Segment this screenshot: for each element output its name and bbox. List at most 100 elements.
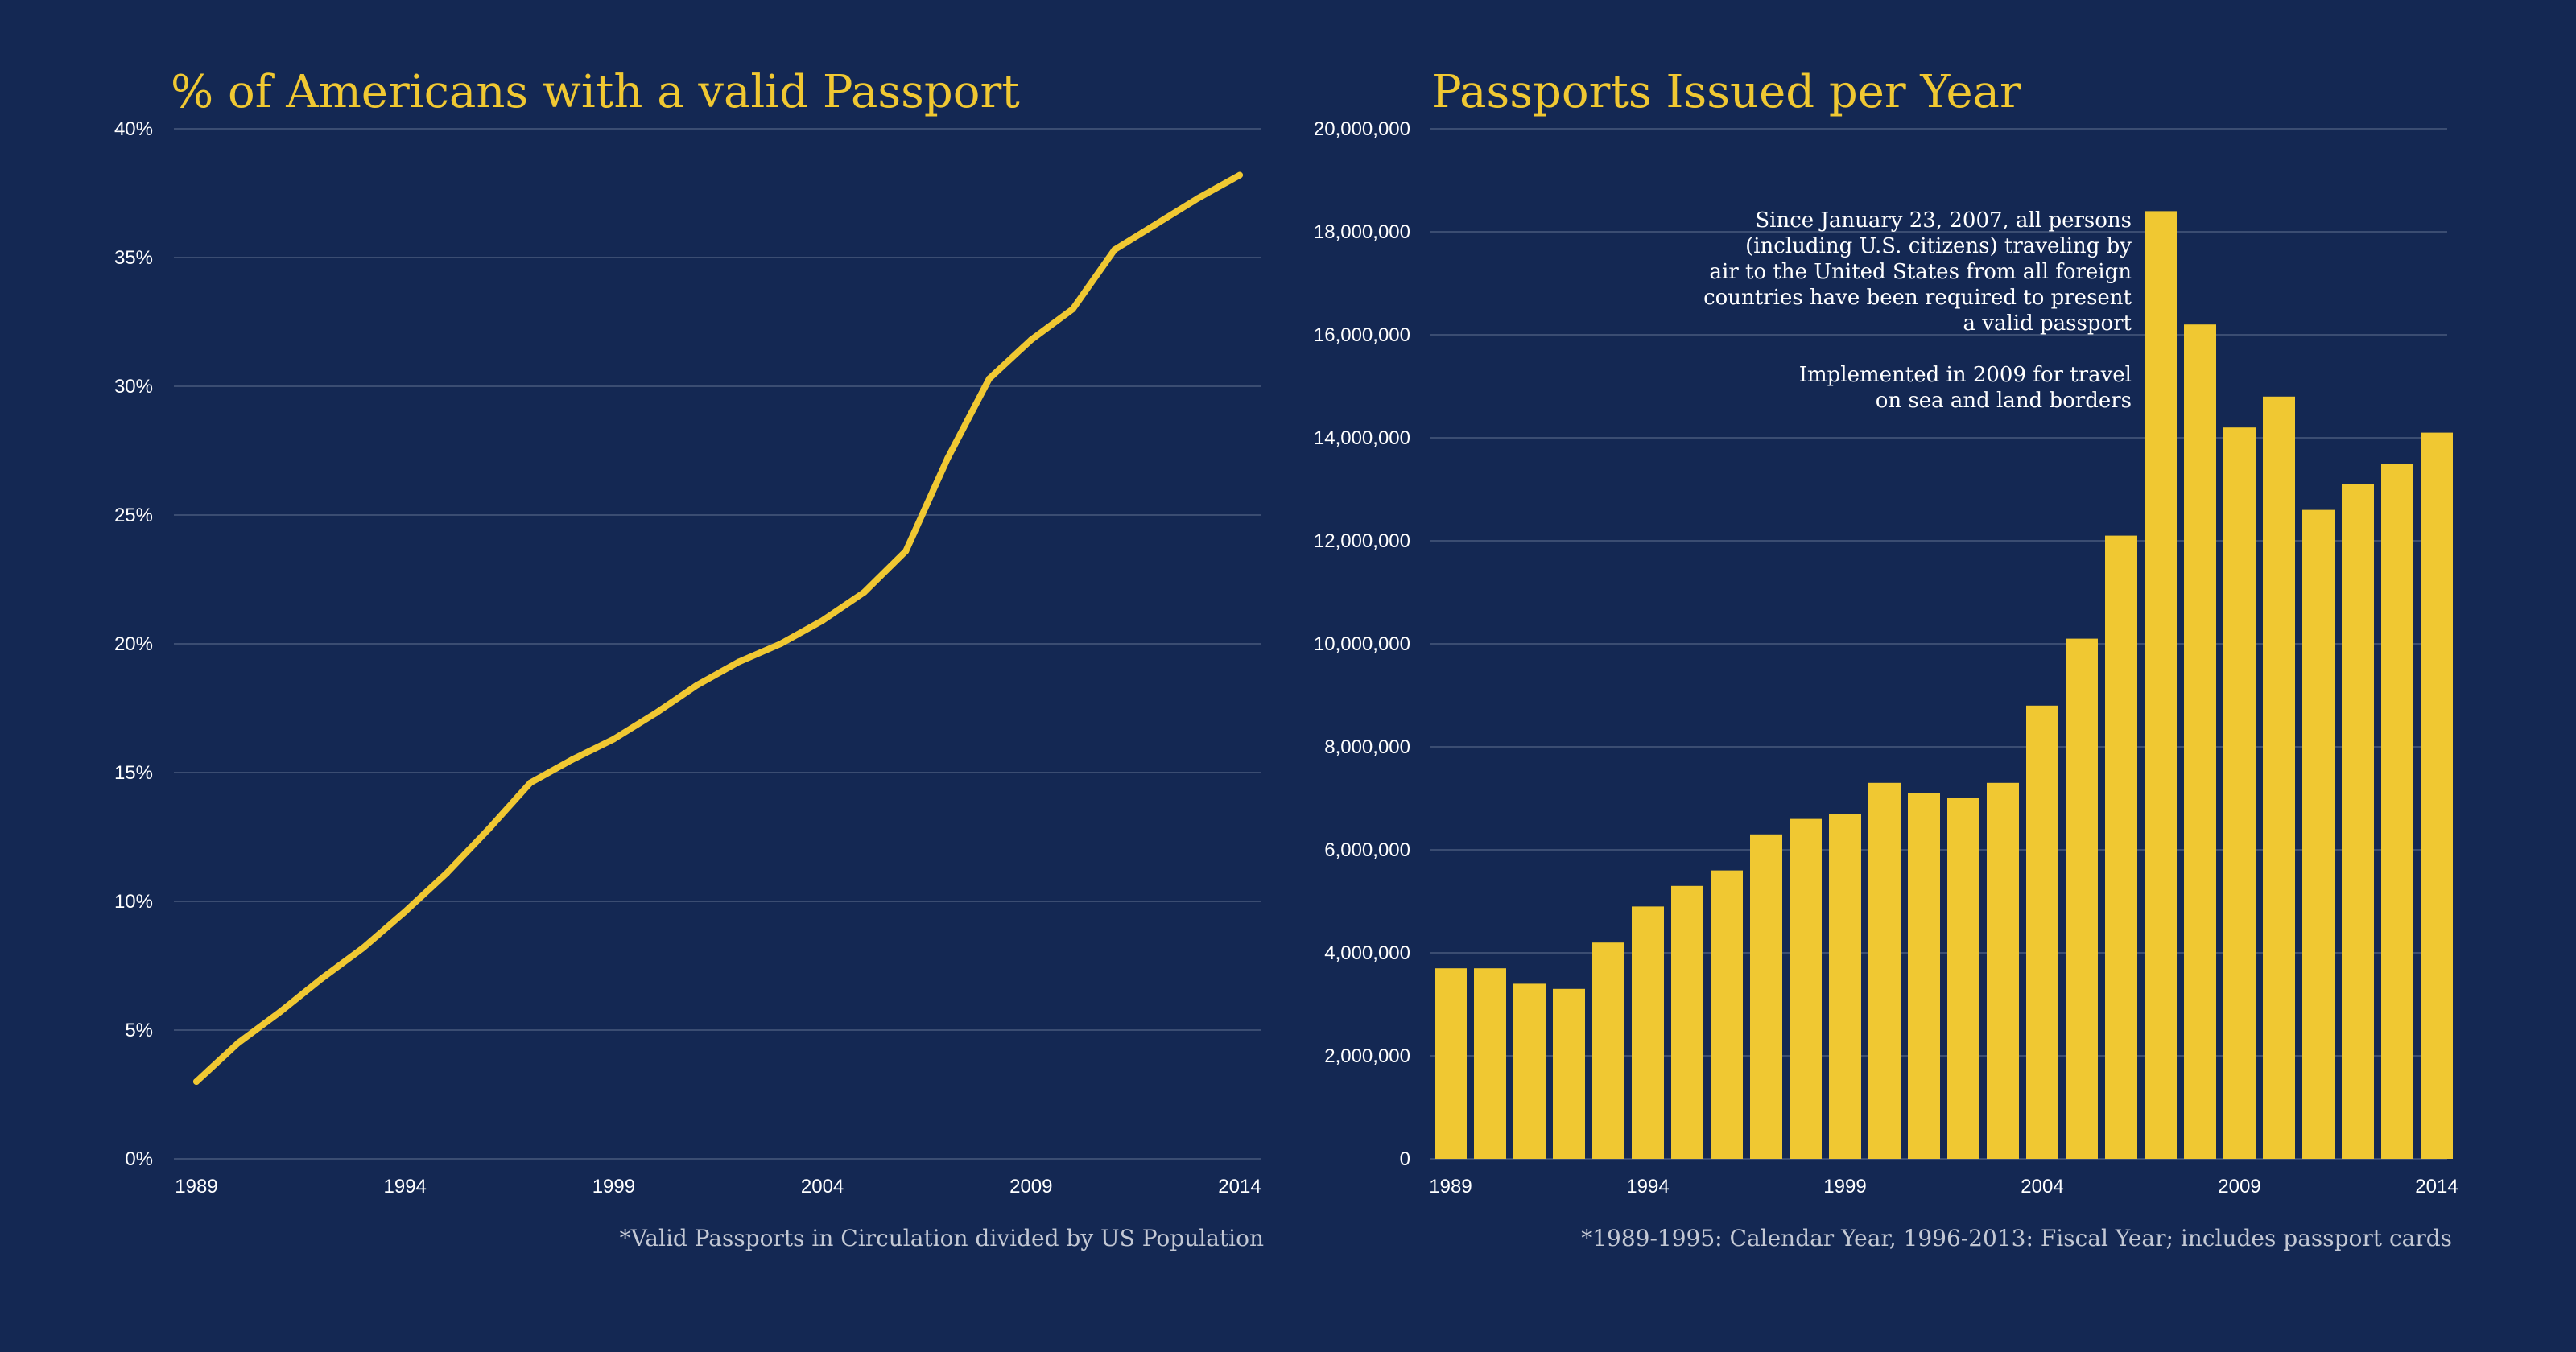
line-data-point: [276, 1008, 283, 1016]
bar-2010: [2263, 396, 2295, 1159]
line-y-tick-label: 30%: [114, 376, 153, 398]
line-data-point: [944, 455, 952, 462]
bar-1993: [1592, 942, 1624, 1159]
bar-1991: [1513, 983, 1546, 1159]
bar-2001: [1908, 793, 1940, 1159]
line-y-tick-label: 25%: [114, 505, 153, 526]
annotation-line: a valid passport: [1963, 311, 2132, 336]
line-y-tick-label: 35%: [114, 247, 153, 269]
bar-2004: [2026, 705, 2058, 1159]
line-data-point: [777, 641, 784, 647]
line-x-tick-label: 2004: [801, 1176, 844, 1197]
bar-2011: [2302, 509, 2334, 1159]
bar-chart-x-ticks: 1989 1994 1999 2004 2009 2014: [1429, 1176, 2458, 1197]
bar-chart-title: Passports Issued per Year: [1431, 66, 2021, 118]
bar-2000: [1868, 782, 1901, 1159]
annotation-2-line: Implemented in 2009 for travel: [1799, 363, 2132, 387]
line-x-tick-label: 1994: [384, 1176, 427, 1197]
bar-x-tick-label: 2014: [2415, 1176, 2458, 1197]
bar-chart-y-ticks: 0 2,000,000 4,000,000 6,000,000 8,000,000 10,…: [1314, 118, 1410, 1170]
bar-y-tick-label: 8,000,000: [1324, 736, 1410, 758]
line-data-point: [485, 826, 492, 833]
bar-1997: [1750, 834, 1782, 1159]
line-data-point: [1195, 195, 1202, 202]
line-x-tick-label: 1989: [175, 1176, 217, 1197]
bar-1992: [1553, 988, 1585, 1159]
bar-2009: [2223, 427, 2256, 1159]
bar-2013: [2381, 464, 2413, 1159]
line-series-path: [193, 171, 1243, 1085]
line-chart-x-ticks: 1989 1994 1999 2004 2009 2014: [175, 1176, 1261, 1197]
annotation-line: Since January 23, 2007, all persons: [1755, 208, 2132, 233]
line-chart: % of Americans with a valid Passport 0% 5…: [114, 66, 1264, 1251]
bar-y-tick-label: 12,000,000: [1314, 530, 1410, 552]
bar-1994: [1632, 906, 1664, 1159]
line-data-point: [694, 682, 701, 689]
line-y-tick-label: 20%: [114, 633, 153, 655]
bar-chart-annotation: Since January 23, 2007, all persons(incl…: [1703, 208, 2132, 336]
line-y-tick-label: 5%: [125, 1020, 153, 1041]
line-data-point: [360, 944, 367, 951]
line-chart-grid: [174, 128, 1261, 1160]
bar-x-tick-label: 1994: [1626, 1176, 1669, 1197]
line-y-tick-label: 0%: [125, 1148, 153, 1170]
line-chart-footnote: *Valid Passports in Circulation divided …: [620, 1225, 1264, 1251]
bar-2005: [2066, 638, 2098, 1159]
line-data-point: [1236, 171, 1243, 179]
line-chart-title: % of Americans with a valid Passport: [171, 66, 1020, 118]
line-data-point: [1027, 336, 1034, 344]
bar-2014: [2421, 432, 2453, 1159]
bar-1998: [1790, 818, 1822, 1159]
bar-y-tick-label: 16,000,000: [1314, 324, 1410, 346]
bar-y-tick-label: 14,000,000: [1314, 427, 1410, 449]
line-data-point: [1111, 246, 1118, 254]
bar-y-tick-label: 2,000,000: [1324, 1045, 1410, 1067]
line-y-tick-label: 15%: [114, 762, 153, 784]
annotation-line: countries have been required to present: [1703, 286, 2132, 310]
bar-2006: [2105, 535, 2137, 1159]
line-x-tick-label: 1999: [592, 1176, 635, 1197]
bar-2008: [2184, 324, 2216, 1160]
bar-2003: [1987, 782, 2019, 1159]
line-data-point: [985, 375, 993, 382]
bar-y-tick-label: 10,000,000: [1314, 633, 1410, 655]
annotation-line: air to the United States from all foreig…: [1710, 260, 2132, 284]
bar-1990: [1474, 968, 1506, 1159]
line-data-point: [735, 658, 742, 666]
bar-1989: [1435, 968, 1467, 1159]
bar-y-tick-label: 0: [1400, 1148, 1410, 1170]
line-data-point: [861, 589, 868, 596]
bar-x-tick-label: 1989: [1429, 1176, 1472, 1197]
bar-y-tick-label: 18,000,000: [1314, 221, 1410, 243]
line-data-point: [902, 547, 910, 554]
line-data-point: [568, 756, 576, 763]
bar-y-tick-label: 20,000,000: [1314, 118, 1410, 140]
bar-y-tick-label: 4,000,000: [1324, 942, 1410, 964]
bar-y-tick-label: 6,000,000: [1324, 839, 1410, 861]
annotation-2-line: on sea and land borders: [1876, 389, 2132, 413]
bar-1996: [1711, 870, 1743, 1159]
line-data-point: [234, 1040, 242, 1046]
bar-1995: [1671, 885, 1703, 1159]
bar-x-tick-label: 2009: [2218, 1176, 2260, 1197]
line-y-tick-label: 40%: [114, 118, 153, 140]
line-data-point: [1153, 221, 1160, 228]
line-data-point: [819, 617, 826, 624]
line-data-point: [610, 736, 617, 743]
line-x-tick-label: 2009: [1009, 1176, 1052, 1197]
bar-2007: [2145, 211, 2177, 1159]
line-data-point: [652, 710, 659, 717]
bar-1999: [1829, 814, 1861, 1159]
bar-x-tick-label: 1999: [1823, 1176, 1866, 1197]
line-data-point: [193, 1078, 200, 1085]
annotation-line: (including U.S. citizens) traveling by: [1745, 234, 2132, 258]
bar-2002: [1947, 798, 1979, 1159]
line-data-point: [444, 869, 451, 876]
line-chart-series: [193, 171, 1243, 1085]
line-x-tick-label: 2014: [1218, 1176, 1261, 1197]
bar-chart: Passports Issued per Year 0 2,000,000 4,00…: [1314, 66, 2458, 1251]
bar-chart-footnote: *1989-1995: Calendar Year, 1996-2013: Fi…: [1581, 1225, 2452, 1251]
line-data-point: [1069, 306, 1076, 312]
